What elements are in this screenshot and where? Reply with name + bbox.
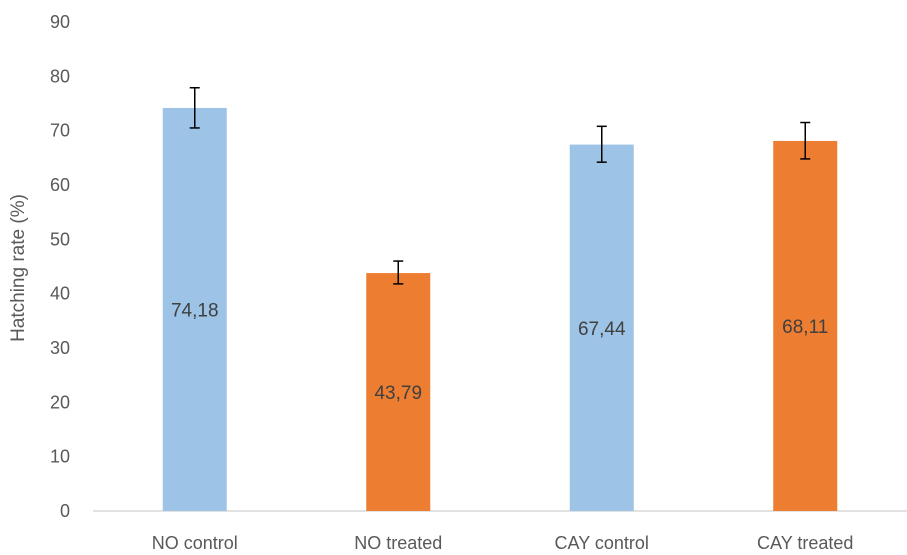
data-labels: 74,18 43,79 67,44 68,11 xyxy=(171,300,828,404)
error-bar xyxy=(393,260,404,285)
error-bar xyxy=(596,125,607,163)
x-category-label: NO treated xyxy=(354,533,442,553)
bar xyxy=(366,273,431,511)
y-tick-label: 70 xyxy=(50,121,70,141)
y-tick-label: 20 xyxy=(50,392,70,412)
data-label: 67,44 xyxy=(578,319,626,340)
y-axis-title: Hatching rate (%) xyxy=(8,194,29,342)
y-tick-label: 30 xyxy=(50,338,70,358)
x-category-label: CAY treated xyxy=(757,533,853,553)
error-bars xyxy=(189,86,811,285)
y-tick-label: 80 xyxy=(50,66,70,86)
error-bar xyxy=(189,86,200,129)
y-tick-label: 10 xyxy=(50,447,70,467)
error-bar xyxy=(800,121,811,160)
bar xyxy=(569,144,634,512)
x-category-label: NO control xyxy=(152,533,238,553)
data-label: 74,18 xyxy=(171,300,219,321)
x-category-label: CAY control xyxy=(555,533,649,553)
bar xyxy=(773,140,838,511)
y-tick-label: 90 xyxy=(50,12,70,32)
data-label: 43,79 xyxy=(374,383,422,404)
y-tick-label: 0 xyxy=(60,501,70,521)
y-axis-ticks: 0 10 20 30 40 50 60 70 80 90 xyxy=(50,12,70,521)
category-labels: NO control NO treated CAY control CAY treat… xyxy=(152,533,854,553)
y-tick-label: 50 xyxy=(50,229,70,249)
bars xyxy=(162,107,838,512)
y-tick-label: 60 xyxy=(50,175,70,195)
data-label: 68,11 xyxy=(782,317,828,338)
y-tick-label: 40 xyxy=(50,284,70,304)
bar xyxy=(162,107,227,512)
